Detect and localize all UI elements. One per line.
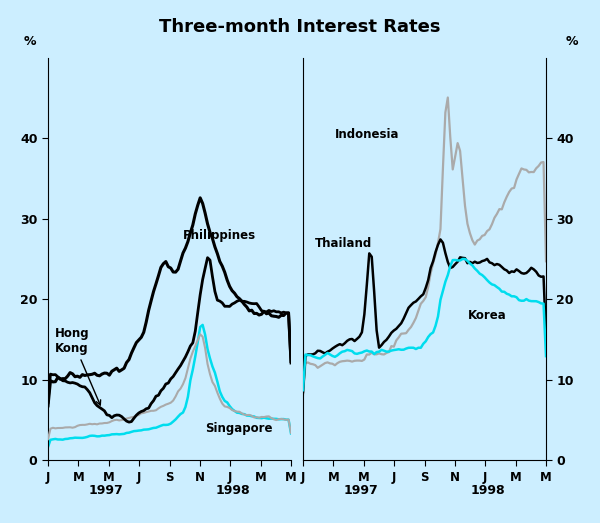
Text: Three-month Interest Rates: Three-month Interest Rates xyxy=(159,18,441,36)
Text: 1998: 1998 xyxy=(215,484,250,497)
Text: %: % xyxy=(565,36,578,49)
Text: 1998: 1998 xyxy=(470,484,505,497)
Text: Korea: Korea xyxy=(467,309,506,322)
Text: 1997: 1997 xyxy=(344,484,379,497)
Text: Philippines: Philippines xyxy=(183,229,256,242)
Text: 1997: 1997 xyxy=(89,484,124,497)
Text: Singapore: Singapore xyxy=(205,422,272,435)
Text: Thailand: Thailand xyxy=(315,237,373,250)
Text: Indonesia: Indonesia xyxy=(335,128,400,141)
Text: Hong
Kong: Hong Kong xyxy=(55,326,101,405)
Text: %: % xyxy=(24,36,36,49)
